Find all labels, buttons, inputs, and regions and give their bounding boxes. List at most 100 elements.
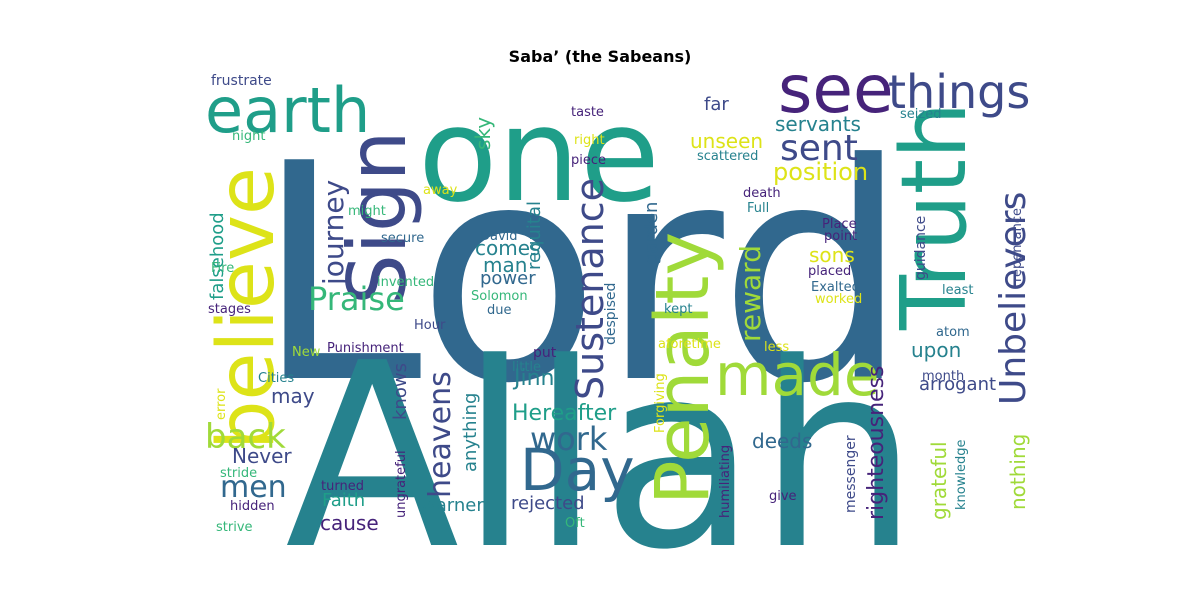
word-knows: knows	[390, 363, 411, 420]
word-servants: servants	[775, 112, 861, 136]
word-praise: Praise	[308, 280, 405, 318]
word-one: one	[418, 79, 660, 231]
word-oft: Oft	[565, 516, 585, 531]
word-messenger: messenger	[843, 435, 859, 513]
word-turned: turned	[321, 479, 364, 494]
word-scattered: scattered	[697, 149, 758, 164]
word-kept: kept	[664, 302, 692, 317]
word-repentance: repentance	[1010, 208, 1025, 282]
word-sons: sons	[809, 243, 855, 267]
word-aforetime: aforetime	[658, 337, 721, 352]
word-cause: cause	[320, 511, 379, 535]
word-back: back	[205, 417, 286, 457]
word-stride: stride	[220, 466, 257, 481]
word-righteousness: righteousness	[864, 366, 889, 521]
word-new: New	[292, 345, 321, 360]
word-right: right	[574, 133, 605, 148]
word-atom: atom	[936, 325, 970, 340]
word-humiliating: humiliating	[718, 445, 733, 518]
word-garden: garden	[641, 202, 662, 265]
word-invented: invented	[377, 275, 434, 290]
word-penalty: Penalty	[640, 232, 726, 505]
word-faith: Faith	[322, 490, 365, 511]
word-solomon: Solomon	[471, 289, 528, 304]
word-believe: believe	[202, 167, 292, 450]
word-hour: Hour	[414, 318, 446, 333]
word-hereafter: Hereafter	[512, 401, 617, 426]
word-day: Day	[520, 436, 635, 504]
word-due: due	[487, 303, 512, 318]
word-comes: comes	[475, 236, 540, 260]
word-reward: reward	[734, 245, 767, 342]
word-work: work	[530, 420, 608, 458]
word-sent: sent	[780, 128, 858, 169]
word-falsehood: falsehood	[207, 212, 228, 300]
word-least: least	[942, 283, 973, 298]
word-david: David	[480, 229, 518, 244]
word-power: power	[480, 268, 536, 289]
word-unseen: unseen	[690, 129, 763, 153]
word-lord: Lord	[255, 100, 909, 449]
word-punishment: Punishment	[327, 341, 404, 356]
word-fire: Fire	[211, 261, 234, 276]
word-give: give	[769, 489, 797, 504]
word-truth: Truth	[882, 102, 987, 331]
word-things: things	[888, 65, 1030, 119]
word-put: put	[533, 345, 557, 361]
word-strive: strive	[216, 520, 253, 535]
word-sky: sky	[471, 117, 495, 150]
word-away: away	[423, 183, 458, 198]
word-grateful: grateful	[927, 441, 951, 520]
word-guidance: guidance	[913, 216, 929, 280]
word-requital: requital	[524, 201, 545, 270]
word-never: Never	[232, 444, 292, 468]
word-point: point	[824, 229, 857, 244]
word-nothing: nothing	[1006, 434, 1030, 510]
word-far: far	[704, 94, 729, 115]
word-allah: Allah	[285, 309, 919, 600]
word-upon: upon	[911, 338, 961, 362]
word-error: error	[214, 388, 229, 420]
word-secure: secure	[381, 231, 424, 246]
word-place: Place	[822, 217, 857, 232]
word-sign: Sign	[331, 131, 424, 306]
word-heavens: heavens	[423, 371, 458, 498]
word-anything: anything	[460, 393, 481, 472]
word-warner: warner	[421, 495, 484, 516]
word-seized: seized	[900, 107, 941, 122]
word-less: less	[764, 340, 789, 355]
word-month: month	[922, 369, 964, 384]
word-unbelievers: Unbelievers	[993, 192, 1034, 405]
word-journey: journey	[317, 180, 350, 286]
chart-title: Saba’ (the Sabeans)	[508, 47, 692, 66]
word-cities: Cities	[258, 371, 294, 386]
word-frustrate: frustrate	[211, 73, 272, 89]
word-men: men	[220, 470, 287, 505]
word-see: see	[778, 51, 894, 128]
word-little: little	[512, 360, 541, 375]
word-rejected: rejected	[511, 493, 585, 514]
word-stages: stages	[208, 302, 251, 317]
word-arrogant: arrogant	[919, 374, 996, 395]
word-made: made	[715, 341, 880, 409]
word-jinns: Jinns	[512, 366, 566, 391]
word-ungrateful: ungrateful	[394, 450, 409, 518]
word-deeds: deeds	[752, 429, 812, 453]
word-worked: worked	[815, 292, 862, 307]
word-might: might	[348, 204, 386, 219]
word-death: death	[743, 186, 781, 201]
word-piece: piece	[571, 153, 606, 168]
word-despised: despised	[603, 283, 619, 345]
word-man: man	[483, 253, 527, 277]
word-earth: earth	[205, 74, 370, 147]
word-night: night	[232, 129, 265, 144]
word-taste: taste	[571, 105, 604, 120]
word-placed: placed	[808, 264, 851, 279]
word-full: Full	[747, 201, 769, 216]
word-may: may	[271, 384, 315, 408]
word-knowledge: knowledge	[954, 440, 969, 510]
word-exalted: Exalted	[811, 280, 860, 295]
word-hidden: hidden	[230, 499, 275, 514]
word-sustenance: Sustenance	[568, 178, 612, 400]
